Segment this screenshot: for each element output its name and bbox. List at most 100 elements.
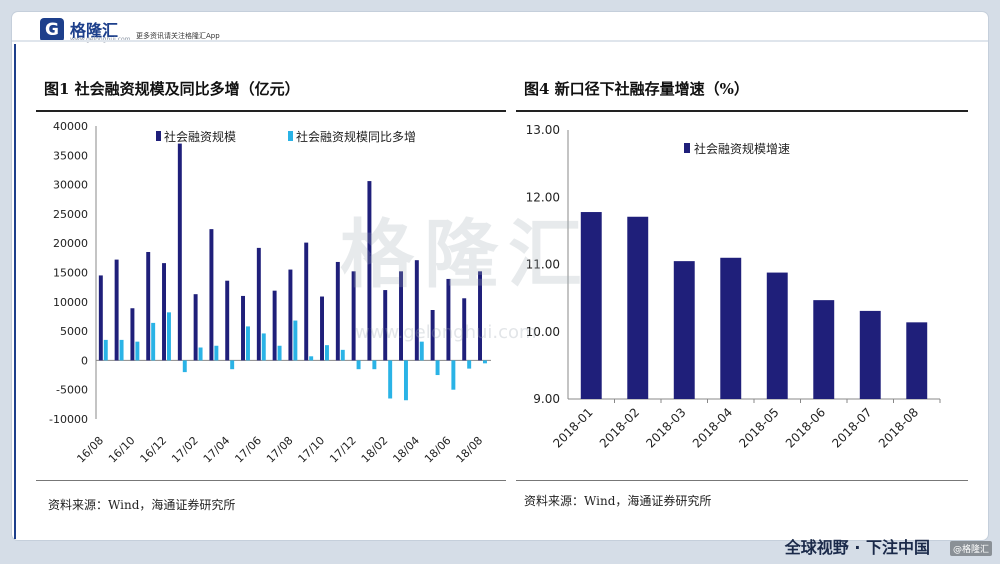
bar-tsf bbox=[98, 275, 103, 361]
left-title-rule bbox=[36, 110, 506, 112]
bar-tsf bbox=[351, 271, 356, 361]
bar-tsf-growth bbox=[627, 216, 649, 399]
bar-tsf-growth bbox=[906, 322, 928, 399]
left-source: 资料来源：Wind，海通证券研究所 bbox=[48, 498, 236, 512]
legend-swatch bbox=[288, 131, 293, 141]
bar-tsf bbox=[209, 229, 214, 361]
watermark-url: www.gelonghui.com bbox=[355, 322, 537, 343]
left-source-rule bbox=[36, 480, 506, 481]
left-chart-title: 图1 社会融资规模及同比多增（亿元） bbox=[44, 80, 300, 98]
left-panel: 图1 社会融资规模及同比多增（亿元） -10000 -5000 0 5000 10000… bbox=[36, 66, 506, 526]
bar-yoy bbox=[435, 360, 440, 376]
bar-yoy bbox=[166, 312, 171, 361]
legend-swatch bbox=[684, 143, 690, 153]
bar-tsf bbox=[177, 143, 182, 361]
y-tick-label: 5000 bbox=[60, 325, 88, 338]
y-tick-label: -5000 bbox=[56, 384, 88, 397]
bar-yoy bbox=[103, 339, 108, 361]
y-tick-label: -10000 bbox=[49, 413, 88, 426]
x-tick-label: 16/08 bbox=[74, 434, 106, 466]
x-tick-label: 18/04 bbox=[390, 434, 422, 466]
bar-tsf bbox=[478, 271, 482, 361]
bar-tsf bbox=[256, 247, 261, 361]
right-chart-title: 图4 新口径下社融存量增速（%） bbox=[524, 80, 749, 98]
x-tick-label: 2018-07 bbox=[829, 405, 874, 450]
legend-label: 社会融资规模增速 bbox=[694, 141, 790, 156]
bar-tsf bbox=[446, 278, 451, 361]
bar-yoy bbox=[214, 345, 219, 361]
logo-text: 格隆汇 bbox=[70, 21, 119, 40]
bar-yoy bbox=[261, 333, 266, 361]
bar-yoy bbox=[356, 360, 361, 370]
legend-label: 社会融资规模同比多增 bbox=[296, 129, 416, 144]
bar-tsf bbox=[241, 295, 245, 361]
header: G 格隆汇 www.gelonghui.com 更多资讯请关注格隆汇App bbox=[12, 12, 988, 44]
bar-yoy bbox=[230, 360, 235, 370]
y-tick-label: 0 bbox=[81, 354, 88, 367]
legend-swatch bbox=[156, 131, 161, 141]
x-tick-label: 17/02 bbox=[169, 434, 201, 466]
y-tick-label: 10000 bbox=[53, 296, 88, 309]
bar-yoy bbox=[309, 356, 314, 361]
x-tick-label: 18/08 bbox=[454, 434, 486, 466]
bar-tsf bbox=[430, 310, 435, 361]
x-tick-label: 2018-04 bbox=[690, 405, 735, 450]
bar-tsf bbox=[225, 280, 230, 361]
y-tick-label: 13.00 bbox=[526, 123, 560, 137]
bar-tsf bbox=[146, 251, 151, 361]
bar-tsf-growth bbox=[673, 261, 695, 399]
bar-yoy bbox=[293, 320, 298, 361]
y-tick-label: 12.00 bbox=[526, 190, 560, 204]
x-tick-label: 2018-03 bbox=[643, 405, 688, 450]
bar-tsf bbox=[114, 259, 119, 361]
bar-yoy bbox=[151, 322, 156, 361]
header-divider bbox=[12, 40, 988, 42]
right-source-rule bbox=[516, 480, 968, 481]
right-title-rule bbox=[516, 110, 968, 112]
x-tick-label: 2018-06 bbox=[783, 405, 828, 450]
bar-yoy bbox=[277, 345, 282, 361]
footer-watermark: @格隆汇 bbox=[949, 541, 992, 556]
bar-tsf bbox=[462, 298, 467, 361]
y-tick-label: 9.00 bbox=[533, 392, 560, 406]
x-tick-label: 16/12 bbox=[138, 434, 170, 466]
bar-yoy bbox=[419, 341, 424, 361]
bar-tsf bbox=[414, 260, 419, 361]
x-tick-label: 16/10 bbox=[106, 434, 138, 466]
bar-yoy bbox=[403, 360, 408, 401]
x-tick-label: 17/08 bbox=[264, 434, 296, 466]
bar-yoy bbox=[388, 360, 393, 399]
header-slogan: 更多资讯请关注格隆汇App bbox=[136, 32, 220, 40]
bar-tsf bbox=[335, 261, 340, 361]
right-source: 资料来源：Wind，海通证券研究所 bbox=[524, 494, 712, 508]
right-panel: 图4 新口径下社融存量增速（%） 9.00 10.00 11.00 12.00 13.0… bbox=[516, 66, 968, 526]
bar-tsf bbox=[288, 269, 293, 361]
bar-tsf bbox=[367, 181, 372, 361]
bar-yoy bbox=[198, 347, 203, 361]
x-tick-label: 17/10 bbox=[296, 434, 328, 466]
y-tick-label: 15000 bbox=[53, 267, 88, 280]
y-tick-label: 20000 bbox=[53, 237, 88, 250]
bar-yoy bbox=[119, 339, 124, 361]
y-tick-label: 30000 bbox=[53, 179, 88, 192]
bar-yoy bbox=[135, 341, 140, 361]
x-tick-label: 2018-02 bbox=[597, 405, 642, 450]
left-chart-svg: -10000 -5000 0 5000 10000 15000 20000 25000 3000… bbox=[49, 120, 491, 466]
bar-yoy bbox=[245, 326, 250, 361]
y-tick-label: 11.00 bbox=[526, 258, 560, 272]
x-tick-label: 2018-01 bbox=[550, 405, 595, 450]
x-tick-label: 17/04 bbox=[201, 434, 233, 466]
bar-tsf bbox=[162, 263, 166, 361]
bar-tsf bbox=[193, 294, 198, 361]
bar-tsf bbox=[130, 308, 135, 361]
bar-yoy bbox=[372, 360, 377, 370]
bar-tsf bbox=[320, 296, 324, 361]
bar-yoy bbox=[482, 360, 487, 364]
footer-slogan: 全球视野 · 下注中国 bbox=[784, 538, 930, 557]
gelonghui-logo-icon: G bbox=[40, 18, 64, 42]
watermark-text: 格隆汇 bbox=[340, 212, 592, 298]
bar-tsf bbox=[399, 271, 403, 361]
bar-yoy bbox=[182, 360, 187, 373]
x-tick-label: 18/02 bbox=[359, 434, 391, 466]
